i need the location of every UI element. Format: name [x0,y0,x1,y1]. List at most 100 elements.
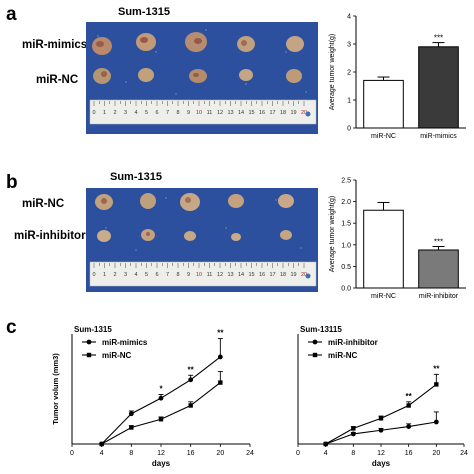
x-tick-label: 0 [70,450,74,457]
tumor-photo-a: 0 1 2 3 4 5 6 7 8 9 10 11 12 13 14 15 16 17 18 19 20 [86,22,318,134]
data-point [158,395,164,401]
ruler-number: 3 [124,110,127,116]
ruler-number: 11 [207,272,213,278]
ruler-number: 12 [217,272,223,278]
x-tick-label: 24 [460,450,468,457]
ruler-number: 18 [280,272,286,278]
tumor-photo-b: 0 1 2 3 4 5 6 7 8 9 10 11 12 13 14 15 16 17 18 19 20 [86,188,318,292]
ruler-number: 18 [280,110,286,116]
data-point [433,419,439,425]
y-tick-label: 4 [347,14,351,21]
ruler-number: 13 [227,110,233,116]
chart-title: Sum-13115 [300,325,342,334]
significance-label: ** [433,364,440,373]
panel-letter-b: b [6,172,18,193]
legend-label: miR-inhibitor [328,338,378,347]
panel-b-row-label-1: miR-NC [22,198,65,210]
y-tick-label: 0.5 [341,264,351,271]
data-point [323,441,328,447]
ruler-number: 1 [103,272,106,278]
data-point [378,427,384,433]
data-point [378,416,384,421]
ruler-number: 17 [269,110,275,116]
y-tick-label: 2.0 [341,199,351,206]
panel-a-row-label-1: miR-mimics [22,39,88,51]
line-chart-c-right: 0 4 8 12 16 20 24 days Sum-13115 miR-inhibitor miR… [296,325,468,468]
ruler-number: 11 [207,110,213,116]
legend-label: miR-NC [102,351,132,360]
ruler-number: 10 [196,272,202,278]
y-tick-label: 1.0 [341,242,351,249]
ruler-number: 19 [290,110,296,116]
x-tick-label: miR-mimics [420,133,457,140]
data-point [350,431,356,437]
ruler-number: 15 [248,272,254,278]
data-point [406,403,411,408]
panel-b-row-label-2: miR-inhibitor [14,230,86,242]
data-point [158,417,164,422]
ruler-number: 5 [145,110,148,116]
y-axis-label: Average tumor weight(g) [329,34,336,111]
x-tick-label: 8 [129,450,133,457]
x-tick-label: 0 [296,450,300,457]
bar [363,209,404,289]
ruler [89,261,317,287]
panel-letter-c: c [6,317,17,338]
ruler-number: 1 [103,110,106,116]
y-tick-label: 2.5 [341,178,351,185]
x-tick-label: 16 [405,450,413,457]
data-point [434,382,439,387]
data-point [129,425,134,430]
ruler-number: 2 [113,272,116,278]
significance-label: ** [406,392,413,401]
ruler-number: 6 [155,272,158,278]
ruler-number: 20 [301,272,307,278]
y-tick-label: 0 [347,126,351,133]
x-tick-label: 20 [216,450,224,457]
data-point [406,424,412,429]
ruler-number: 9 [187,110,190,116]
x-tick-label: 12 [157,450,165,457]
x-tick-label: 24 [246,450,254,457]
ruler-number: 5 [145,272,148,278]
x-tick-label: 4 [100,450,104,457]
ruler-number: 4 [134,110,137,116]
significance-label: ** [188,365,195,374]
ruler-number: 4 [134,272,137,278]
ruler-number: 8 [176,272,179,278]
panel-a-title: Sum-1315 [118,6,170,18]
x-tick-label: 4 [324,450,328,457]
significance-label: *** [434,34,443,43]
ruler-number: 7 [166,110,169,116]
ruler-number: 10 [196,110,202,116]
ruler-number: 14 [238,110,244,116]
data-point [217,354,223,360]
x-tick-label: 8 [351,450,355,457]
legend-label: miR-mimics [102,338,148,347]
y-axis-label: Average tumor weight(g) [329,196,336,273]
ruler-marker [305,111,311,117]
data-point [188,403,193,408]
tumors-row-2 [97,229,292,242]
line-chart-c-left: 0 4 8 12 16 20 24 days Tumor volum (mm3) Sum-1315… [51,325,254,468]
bar [418,249,459,289]
ruler-number: 17 [269,272,275,278]
ruler-number: 19 [290,272,296,278]
ruler-number: 0 [92,110,95,116]
y-tick-label: 1.5 [341,221,351,228]
tumors-row-1 [95,193,294,211]
x-tick-label: miR-NC [371,133,396,140]
legend-marker [86,339,92,345]
data-point [128,411,134,417]
legend-label: miR-NC [328,351,358,360]
bar [418,46,459,129]
series-line [325,421,437,445]
data-point [351,426,356,431]
ruler-number: 14 [238,272,244,278]
ruler-number: 6 [155,110,158,116]
significance-label: *** [434,238,443,247]
chart-title: Sum-1315 [74,325,112,334]
ruler-number: 13 [227,272,233,278]
data-point [218,380,223,385]
ruler-marker [305,273,311,279]
